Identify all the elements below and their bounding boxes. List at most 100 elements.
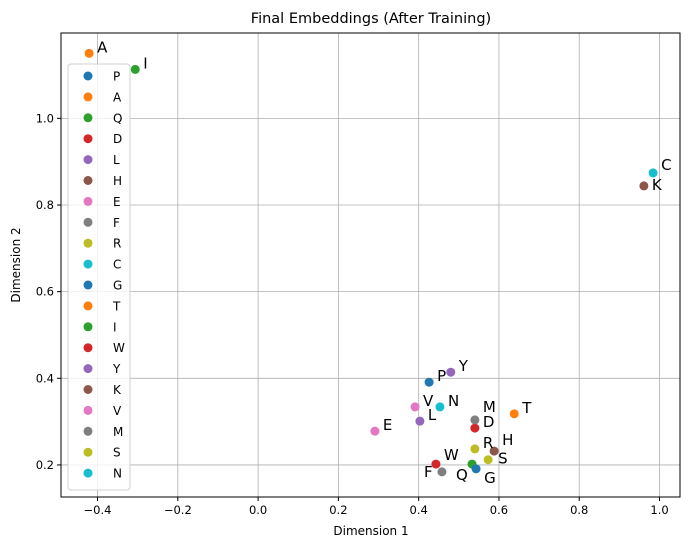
legend-label-T: T (112, 299, 121, 313)
legend-marker-G (83, 280, 93, 290)
point-C (648, 168, 658, 178)
point-label-T: T (521, 399, 532, 417)
legend-marker-D (83, 134, 93, 144)
legend-label-P: P (113, 70, 120, 84)
point-label-C: C (661, 156, 671, 174)
legend-marker-S (83, 447, 93, 457)
legend-label-D: D (113, 132, 122, 146)
x-axis-label: Dimension 1 (333, 524, 408, 538)
y-tick-label: 1.0 (36, 111, 54, 125)
legend-marker-I (83, 322, 93, 332)
point-label-M: M (483, 398, 496, 416)
point-label-S: S (498, 450, 508, 468)
y-tick-label: 0.4 (36, 371, 54, 385)
legend-label-S: S (113, 446, 121, 460)
x-tick-label: 0.6 (490, 503, 508, 517)
y-tick-label: 0.6 (36, 285, 54, 299)
axes-frame (60, 32, 681, 498)
point-H (489, 446, 499, 456)
y-tick-label: 0.8 (36, 198, 54, 212)
legend-marker-N (83, 468, 93, 478)
point-R (470, 444, 480, 454)
point-label-P: P (437, 367, 446, 385)
legend-label-E: E (113, 195, 121, 209)
point-E (370, 426, 380, 436)
legend-marker-W (83, 343, 93, 353)
y-tick-label: 0.2 (36, 458, 54, 472)
point-label-R: R (483, 434, 493, 452)
legend-label-Q: Q (113, 111, 122, 125)
x-tick-label: 0.0 (249, 503, 267, 517)
legend-label-C: C (113, 258, 121, 272)
legend-marker-M (83, 426, 93, 436)
legend-label-V: V (113, 404, 122, 418)
legend-marker-V (83, 405, 93, 415)
point-label-V: V (423, 392, 434, 410)
legend-marker-C (83, 259, 93, 269)
legend-marker-R (83, 238, 93, 248)
point-label-W: W (444, 446, 459, 464)
point-label-I: I (143, 54, 147, 72)
point-label-L: L (428, 406, 437, 424)
point-I (130, 64, 140, 74)
legend-marker-K (83, 385, 93, 394)
point-V (410, 402, 420, 412)
point-N (435, 402, 445, 412)
point-F (437, 467, 447, 477)
point-K (639, 181, 649, 191)
legend-marker-T (83, 301, 93, 311)
point-M (470, 415, 480, 425)
legend-label-M: M (113, 425, 123, 439)
point-A (84, 48, 94, 58)
point-label-Y: Y (458, 357, 469, 375)
legend-marker-E (83, 196, 93, 206)
point-label-D: D (483, 413, 495, 431)
legend-marker-L (83, 155, 93, 165)
point-G (471, 464, 481, 474)
x-tick-label: 1.0 (650, 503, 668, 517)
point-label-E: E (383, 416, 392, 434)
point-P (424, 377, 434, 387)
legend-label-R: R (113, 237, 121, 251)
legend-label-L: L (113, 153, 120, 167)
legend-label-K: K (113, 383, 122, 397)
legend-label-Y: Y (112, 362, 121, 376)
legend-marker-Y (83, 364, 93, 374)
legend-label-H: H (113, 174, 122, 188)
point-W (431, 459, 441, 469)
ticks: −0.4 −0.2 0.0 0.2 0.4 0.6 0.8 1.0 0.2 0.4 0.6 0.8 1.… (36, 111, 669, 517)
legend-box (67, 63, 131, 491)
point-label-F: F (424, 463, 433, 481)
point-label-H: H (502, 431, 513, 449)
grid (61, 33, 680, 497)
legend-label-W: W (113, 341, 125, 355)
x-tick-label: 0.4 (410, 503, 428, 517)
point-L (415, 416, 425, 426)
legend-label-G: G (113, 279, 122, 293)
point-label-K: K (652, 176, 663, 194)
point-label-Q: Q (456, 466, 468, 484)
x-tick-label: −0.4 (84, 503, 112, 517)
legend-label-I: I (113, 320, 117, 334)
x-tick-label: −0.2 (164, 503, 192, 517)
y-axis-label: Dimension 2 (9, 227, 23, 302)
point-Y (446, 367, 456, 377)
x-tick-label: 0.2 (329, 503, 347, 517)
point-label-N: N (448, 392, 459, 410)
legend-label-A: A (113, 90, 122, 104)
legend-label-F: F (113, 216, 120, 230)
legend-marker-H (83, 176, 93, 185)
legend-label-N: N (113, 467, 122, 481)
x-tick-label: 0.8 (570, 503, 588, 517)
chart-title: Final Embeddings (After Training) (251, 11, 491, 27)
legend-marker-Q (83, 113, 93, 123)
point-S (483, 455, 493, 465)
point-T (509, 409, 519, 419)
point-label-A: A (97, 38, 108, 56)
legend-marker-P (83, 71, 93, 81)
legend-marker-F (83, 217, 93, 227)
legend-marker-A (83, 92, 93, 102)
